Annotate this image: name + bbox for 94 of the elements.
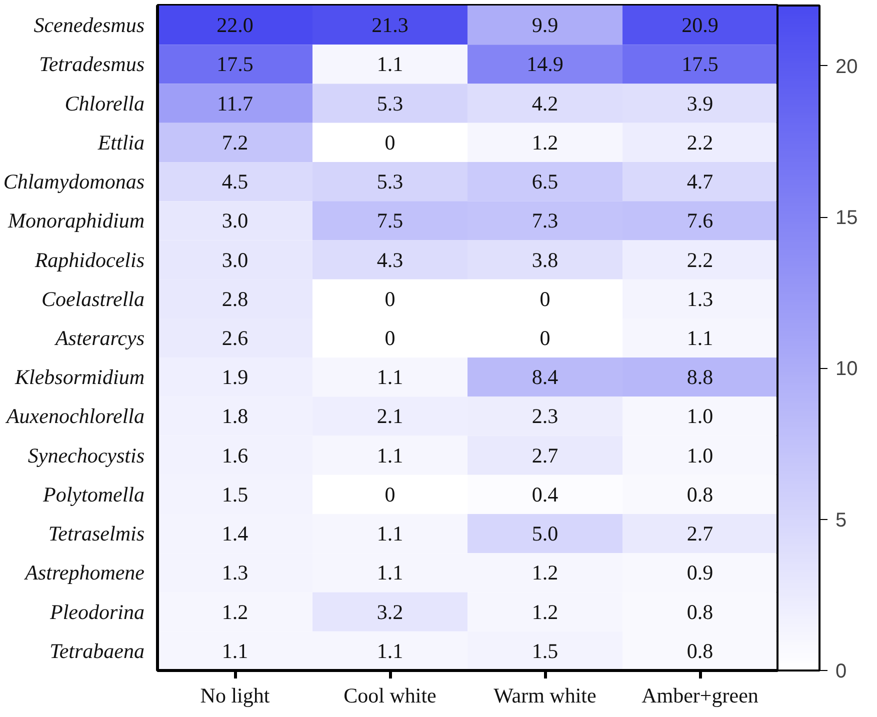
data-label: 9.9 xyxy=(532,13,558,38)
data-label: 17.5 xyxy=(682,52,718,76)
data-label: 1.2 xyxy=(532,600,558,624)
y-tick-label: Auxenochlorella xyxy=(4,404,145,428)
color-bar-label: 20 xyxy=(836,56,858,78)
data-label: 0.8 xyxy=(686,600,714,624)
y-tick-label: Tetradesmus xyxy=(39,52,145,76)
y-tick-label: Astrephomene xyxy=(23,560,145,585)
data-label: 5.3 xyxy=(376,91,404,116)
data-label: 8.4 xyxy=(532,365,559,390)
data-label: 0 xyxy=(540,326,550,350)
y-tick-label: Chlamydomonas xyxy=(3,170,145,194)
data-label: 1.1 xyxy=(376,560,404,585)
y-tick-label: Monoraphidium xyxy=(7,208,144,233)
data-label: 1.1 xyxy=(376,522,404,546)
data-label: 3.2 xyxy=(376,600,404,624)
color-bar-label: 0 xyxy=(836,660,847,682)
data-label: 1.0 xyxy=(686,443,714,468)
data-label: 5.3 xyxy=(376,170,404,194)
color-bar-label: 10 xyxy=(836,358,858,380)
data-label: 1.5 xyxy=(222,482,248,506)
data-label: 1.1 xyxy=(222,638,248,663)
data-label: 0.9 xyxy=(686,560,714,585)
data-label: 1.3 xyxy=(222,560,248,585)
y-tick-label: Asterarcys xyxy=(53,326,145,350)
data-label: 1.2 xyxy=(222,600,248,624)
data-label: 21.3 xyxy=(372,13,408,38)
data-label: 3.0 xyxy=(222,248,248,272)
data-label: 1.2 xyxy=(532,130,558,154)
data-label: 6.5 xyxy=(532,170,558,194)
x-tick-label: Warm white xyxy=(494,684,596,708)
data-label: 1.5 xyxy=(532,638,558,663)
data-label: 0 xyxy=(384,482,396,506)
data-label: 0 xyxy=(384,286,396,311)
data-label: 2.3 xyxy=(532,404,558,428)
y-tick-label: Scenedesmus xyxy=(34,13,145,38)
data-label: 0.8 xyxy=(686,482,714,506)
data-label: 2.8 xyxy=(222,286,248,311)
data-label: 14.9 xyxy=(526,52,564,76)
data-label: 1.8 xyxy=(222,404,248,428)
data-label: 4.2 xyxy=(532,91,558,116)
y-tick-label: Polytomella xyxy=(42,482,145,506)
data-label: 7.2 xyxy=(222,130,248,154)
data-label: 4.7 xyxy=(686,170,714,194)
data-label: 2.7 xyxy=(686,522,714,546)
data-label: 3.0 xyxy=(222,208,248,233)
data-label: 1.1 xyxy=(376,638,404,663)
data-label: 5.0 xyxy=(532,522,558,546)
x-tick-label: No light xyxy=(200,684,270,708)
color-bar-label: 15 xyxy=(836,207,858,230)
y-tick-label: Chlorella xyxy=(64,91,145,116)
data-label: 0.8 xyxy=(686,638,714,663)
data-label: 4.3 xyxy=(376,248,404,272)
y-tick-label: Tetrabaena xyxy=(50,638,145,663)
y-tick-label: Klebsormidium xyxy=(14,365,145,390)
data-label: 1.0 xyxy=(686,404,714,428)
data-label: 1.6 xyxy=(222,443,248,468)
data-label: 1.1 xyxy=(376,443,404,468)
data-label: 7.6 xyxy=(686,208,714,233)
y-tick-label: Raphidocelis xyxy=(34,248,145,272)
data-label: 2.6 xyxy=(222,326,248,350)
data-label: 1.1 xyxy=(686,326,714,350)
data-label: 0 xyxy=(384,130,396,154)
data-label: 2.2 xyxy=(686,130,714,154)
data-label: 0 xyxy=(384,326,396,350)
x-tick-label: Cool white xyxy=(344,684,436,708)
data-label: 20.9 xyxy=(682,13,718,38)
y-tick-label: Ettlia xyxy=(96,130,145,154)
data-label: 4.5 xyxy=(222,170,248,194)
data-label: 7.5 xyxy=(376,208,404,233)
data-label: 0.4 xyxy=(532,482,559,506)
x-tick-label: Amber+green xyxy=(642,684,759,708)
data-label: 2.1 xyxy=(376,404,404,428)
data-label: 2.7 xyxy=(532,443,558,468)
data-label: 2.2 xyxy=(686,248,714,272)
data-label: 0 xyxy=(540,286,550,311)
data-label: 1.2 xyxy=(532,560,558,585)
color-bar-label: 5 xyxy=(836,509,847,532)
data-label: 3.8 xyxy=(532,248,558,272)
data-label: 1.3 xyxy=(686,286,714,311)
data-label: 1.9 xyxy=(222,365,248,390)
data-label: 17.5 xyxy=(216,52,254,76)
y-tick-label: Synechocystis xyxy=(28,443,145,468)
y-tick-label: Pleodorina xyxy=(49,600,145,624)
y-tick-label: Coelastrella xyxy=(41,286,145,311)
y-tick-label: Tetraselmis xyxy=(48,522,145,546)
data-label: 3.9 xyxy=(686,91,714,116)
data-label: 1.1 xyxy=(376,365,404,390)
data-label: 8.8 xyxy=(686,365,714,390)
data-label: 1.4 xyxy=(222,522,249,546)
data-label: 11.7 xyxy=(217,91,253,116)
data-label: 1.1 xyxy=(376,52,404,76)
data-label: 22.0 xyxy=(216,13,254,38)
data-label: 7.3 xyxy=(532,208,558,233)
